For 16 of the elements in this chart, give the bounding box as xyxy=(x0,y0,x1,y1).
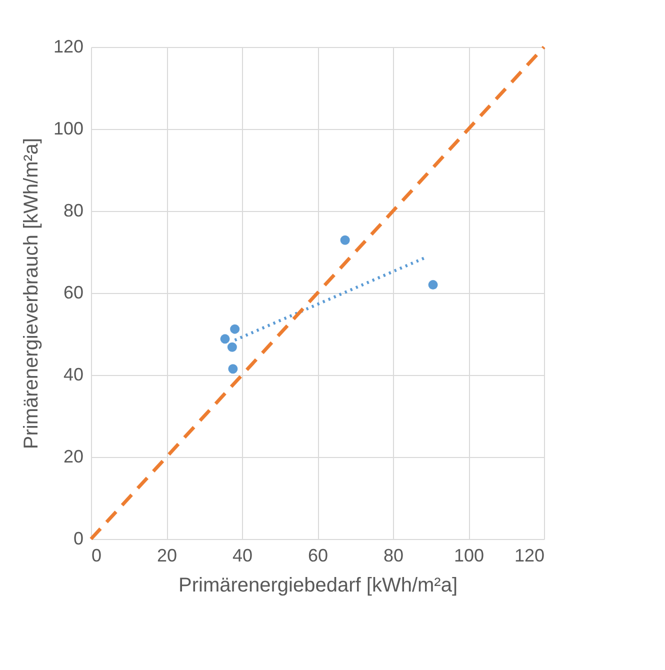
x-axis-title: Primärenergiebedarf [kWh/m²a] xyxy=(178,574,458,596)
y-tick-label: 40 xyxy=(63,364,84,384)
x-tick-label: 40 xyxy=(232,546,253,566)
y-tick-label: 0 xyxy=(73,528,84,548)
x-tick-label: 0 xyxy=(92,546,102,566)
y-tick-label: 60 xyxy=(63,282,84,302)
y-tick-label: 100 xyxy=(53,118,84,138)
x-tick-label: 20 xyxy=(156,546,178,566)
y-tick-label: 120 xyxy=(53,36,84,56)
y-axis-title: Primärenergieverbrauch [kWh/m²a] xyxy=(20,138,42,450)
x-tick-label: 100 xyxy=(454,546,484,566)
x-tick-label: 120 xyxy=(514,546,544,566)
x-tick-label: 80 xyxy=(383,546,404,566)
y-tick-label: 20 xyxy=(63,446,84,466)
y-tick-label: 80 xyxy=(63,200,84,220)
x-tick-label: 60 xyxy=(308,546,328,566)
